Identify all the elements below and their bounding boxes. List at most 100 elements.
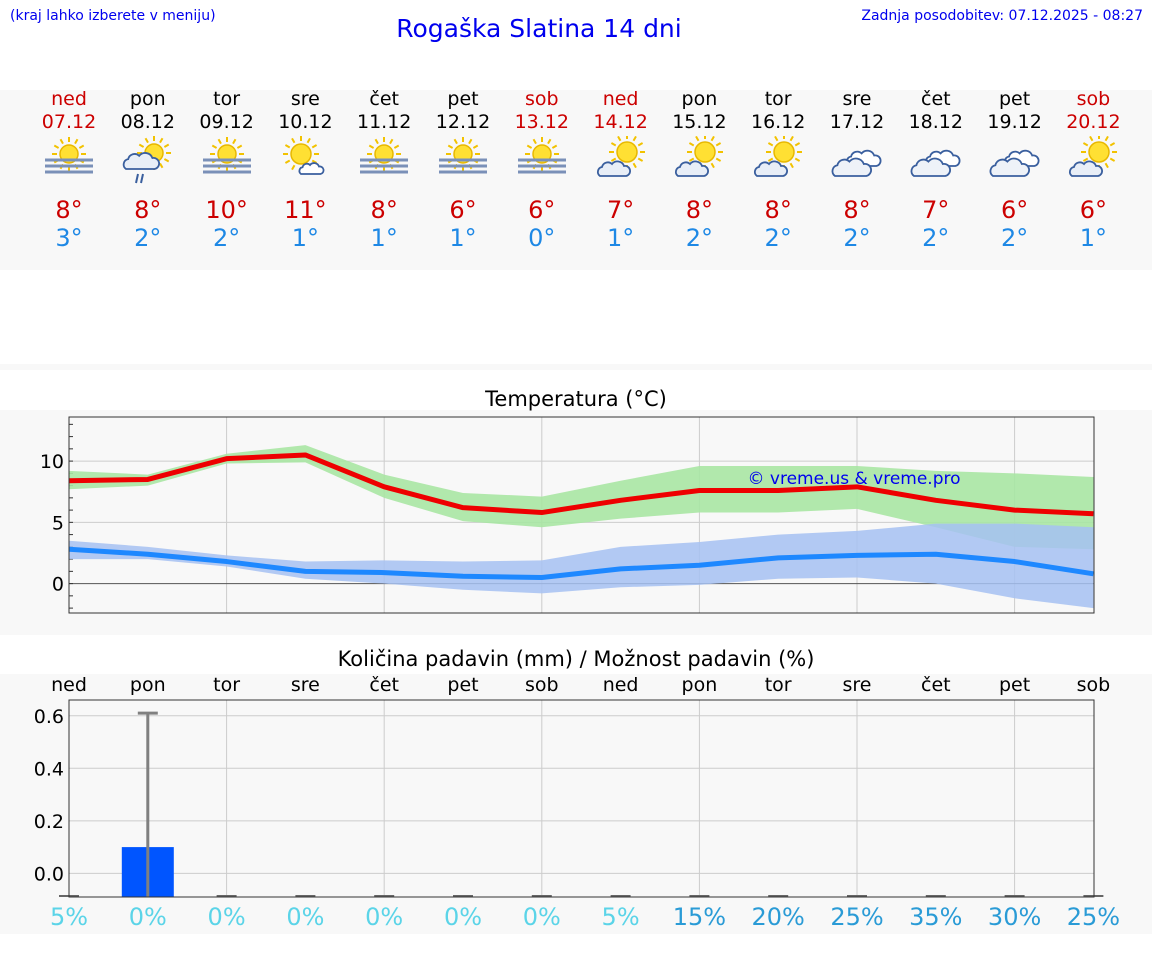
temp-max: 7° (606, 196, 635, 224)
temp-max: 7° (922, 196, 950, 224)
precip-day-label: sre (842, 674, 872, 696)
day-name: pon (129, 88, 166, 110)
temp-min: 3° (55, 224, 83, 252)
precip-probability: 35% (909, 903, 963, 931)
precip-day-label: tor (213, 674, 241, 696)
temperature-chart-title: Temperatura (°C) (485, 387, 667, 411)
precip-day-label: sre (290, 674, 320, 696)
temperature-chart-band (0, 410, 1152, 635)
sun-fog-icon (512, 136, 572, 186)
day-name: čet (369, 88, 399, 110)
day-date: 18.12 (908, 111, 963, 133)
precip-day-label: pet (998, 674, 1031, 696)
temp-min: 2° (1000, 224, 1029, 252)
precip-probability: 25% (1066, 903, 1121, 931)
sun-small-cloud-icon (275, 136, 335, 186)
sun-cloud-icon (748, 134, 808, 186)
day-name: tor (764, 88, 792, 110)
clouds-icon (906, 136, 966, 186)
precip-probability: 0% (443, 903, 483, 931)
precip-probability: 0% (522, 903, 561, 931)
temp-max: 10° (205, 196, 248, 224)
sun-fog-icon (433, 136, 493, 186)
temp-min: 2° (922, 224, 950, 252)
day-name: tor (213, 88, 241, 110)
clouds-icon (985, 136, 1045, 186)
day-date: 08.12 (120, 111, 175, 133)
precip-day-label: tor (764, 674, 792, 696)
day-name: sob (525, 88, 559, 110)
precip-probability: 0% (207, 903, 246, 931)
precip-probability: 15% (672, 903, 727, 931)
temp-max: 8° (370, 196, 398, 224)
day-date: 15.12 (672, 111, 727, 133)
precip-probability: 20% (751, 903, 805, 931)
day-name: sre (290, 88, 320, 110)
day-date: 11.12 (356, 111, 412, 133)
precip-probability: 30% (987, 903, 1042, 931)
temp-min: 2° (212, 224, 241, 252)
temp-max: 8° (55, 196, 83, 224)
precip-probability: 5% (601, 903, 640, 931)
day-date: 16.12 (750, 111, 806, 133)
day-date: 10.12 (278, 111, 333, 133)
precip-day-label: pon (681, 674, 718, 696)
day-name: čet (921, 88, 951, 110)
day-date: 07.12 (41, 111, 97, 133)
last-updated: Zadnja posodobitev: 07.12.2025 - 08:27 (861, 8, 1143, 24)
day-date: 19.12 (987, 111, 1042, 133)
day-date: 13.12 (514, 111, 569, 133)
sun-fog-icon (354, 136, 414, 186)
precip-day-label: čet (369, 674, 399, 696)
sun-cloud-rain-icon (118, 136, 178, 186)
day-name: pon (681, 88, 718, 110)
day-name: sre (842, 88, 872, 110)
temp-max: 8° (685, 196, 714, 224)
precip-day-label: sob (525, 674, 559, 696)
temp-min: 1° (291, 224, 320, 252)
precip-probability: 0% (365, 903, 404, 931)
day-date: 20.12 (1066, 111, 1121, 133)
daily-summary-band (0, 90, 1152, 270)
temp-max: 6° (528, 196, 556, 224)
precip-probability: 0% (128, 903, 167, 931)
day-name: ned (602, 88, 639, 110)
precip-probability: 0% (286, 903, 325, 931)
temp-min: 1° (370, 224, 398, 252)
clouds-icon (827, 136, 887, 186)
precip-day-label: ned (51, 674, 87, 696)
day-name: pet (998, 88, 1031, 110)
day-name: pet (447, 88, 479, 110)
temp-min: 1° (449, 224, 477, 252)
sun-cloud-icon (1063, 134, 1123, 186)
temp-max: 8° (843, 196, 871, 224)
day-date: 14.12 (593, 111, 648, 133)
temp-max: 8° (134, 196, 162, 224)
temp-min: 2° (843, 224, 871, 252)
temp-min: 0° (528, 224, 556, 252)
sun-cloud-icon (591, 134, 651, 186)
precip-probability: 25% (830, 903, 884, 931)
temp-max: 8° (764, 196, 792, 224)
precip-day-label: pet (447, 674, 479, 696)
temp-max: 6° (449, 196, 477, 224)
page-title: Rogaška Slatina 14 dni (396, 14, 682, 43)
sun-cloud-icon (669, 134, 729, 186)
divider-band (0, 364, 1152, 370)
precip-probability: 5% (49, 903, 89, 931)
day-name: sob (1076, 88, 1111, 110)
precip-day-label: sob (1076, 674, 1111, 696)
temp-min: 1° (606, 224, 635, 252)
precipitation-chart-title: Količina padavin (mm) / Možnost padavin … (337, 647, 815, 671)
sun-fog-icon (39, 136, 99, 186)
day-name: ned (51, 88, 87, 110)
temp-min: 2° (764, 224, 792, 252)
precip-day-label: ned (602, 674, 639, 696)
temp-min: 2° (685, 224, 714, 252)
sun-fog-icon (197, 136, 257, 186)
temp-max: 6° (1079, 196, 1108, 224)
day-date: 12.12 (435, 111, 491, 133)
temp-max: 11° (284, 196, 327, 224)
precipitation-chart-band (0, 674, 1152, 934)
precip-day-label: pon (129, 674, 166, 696)
